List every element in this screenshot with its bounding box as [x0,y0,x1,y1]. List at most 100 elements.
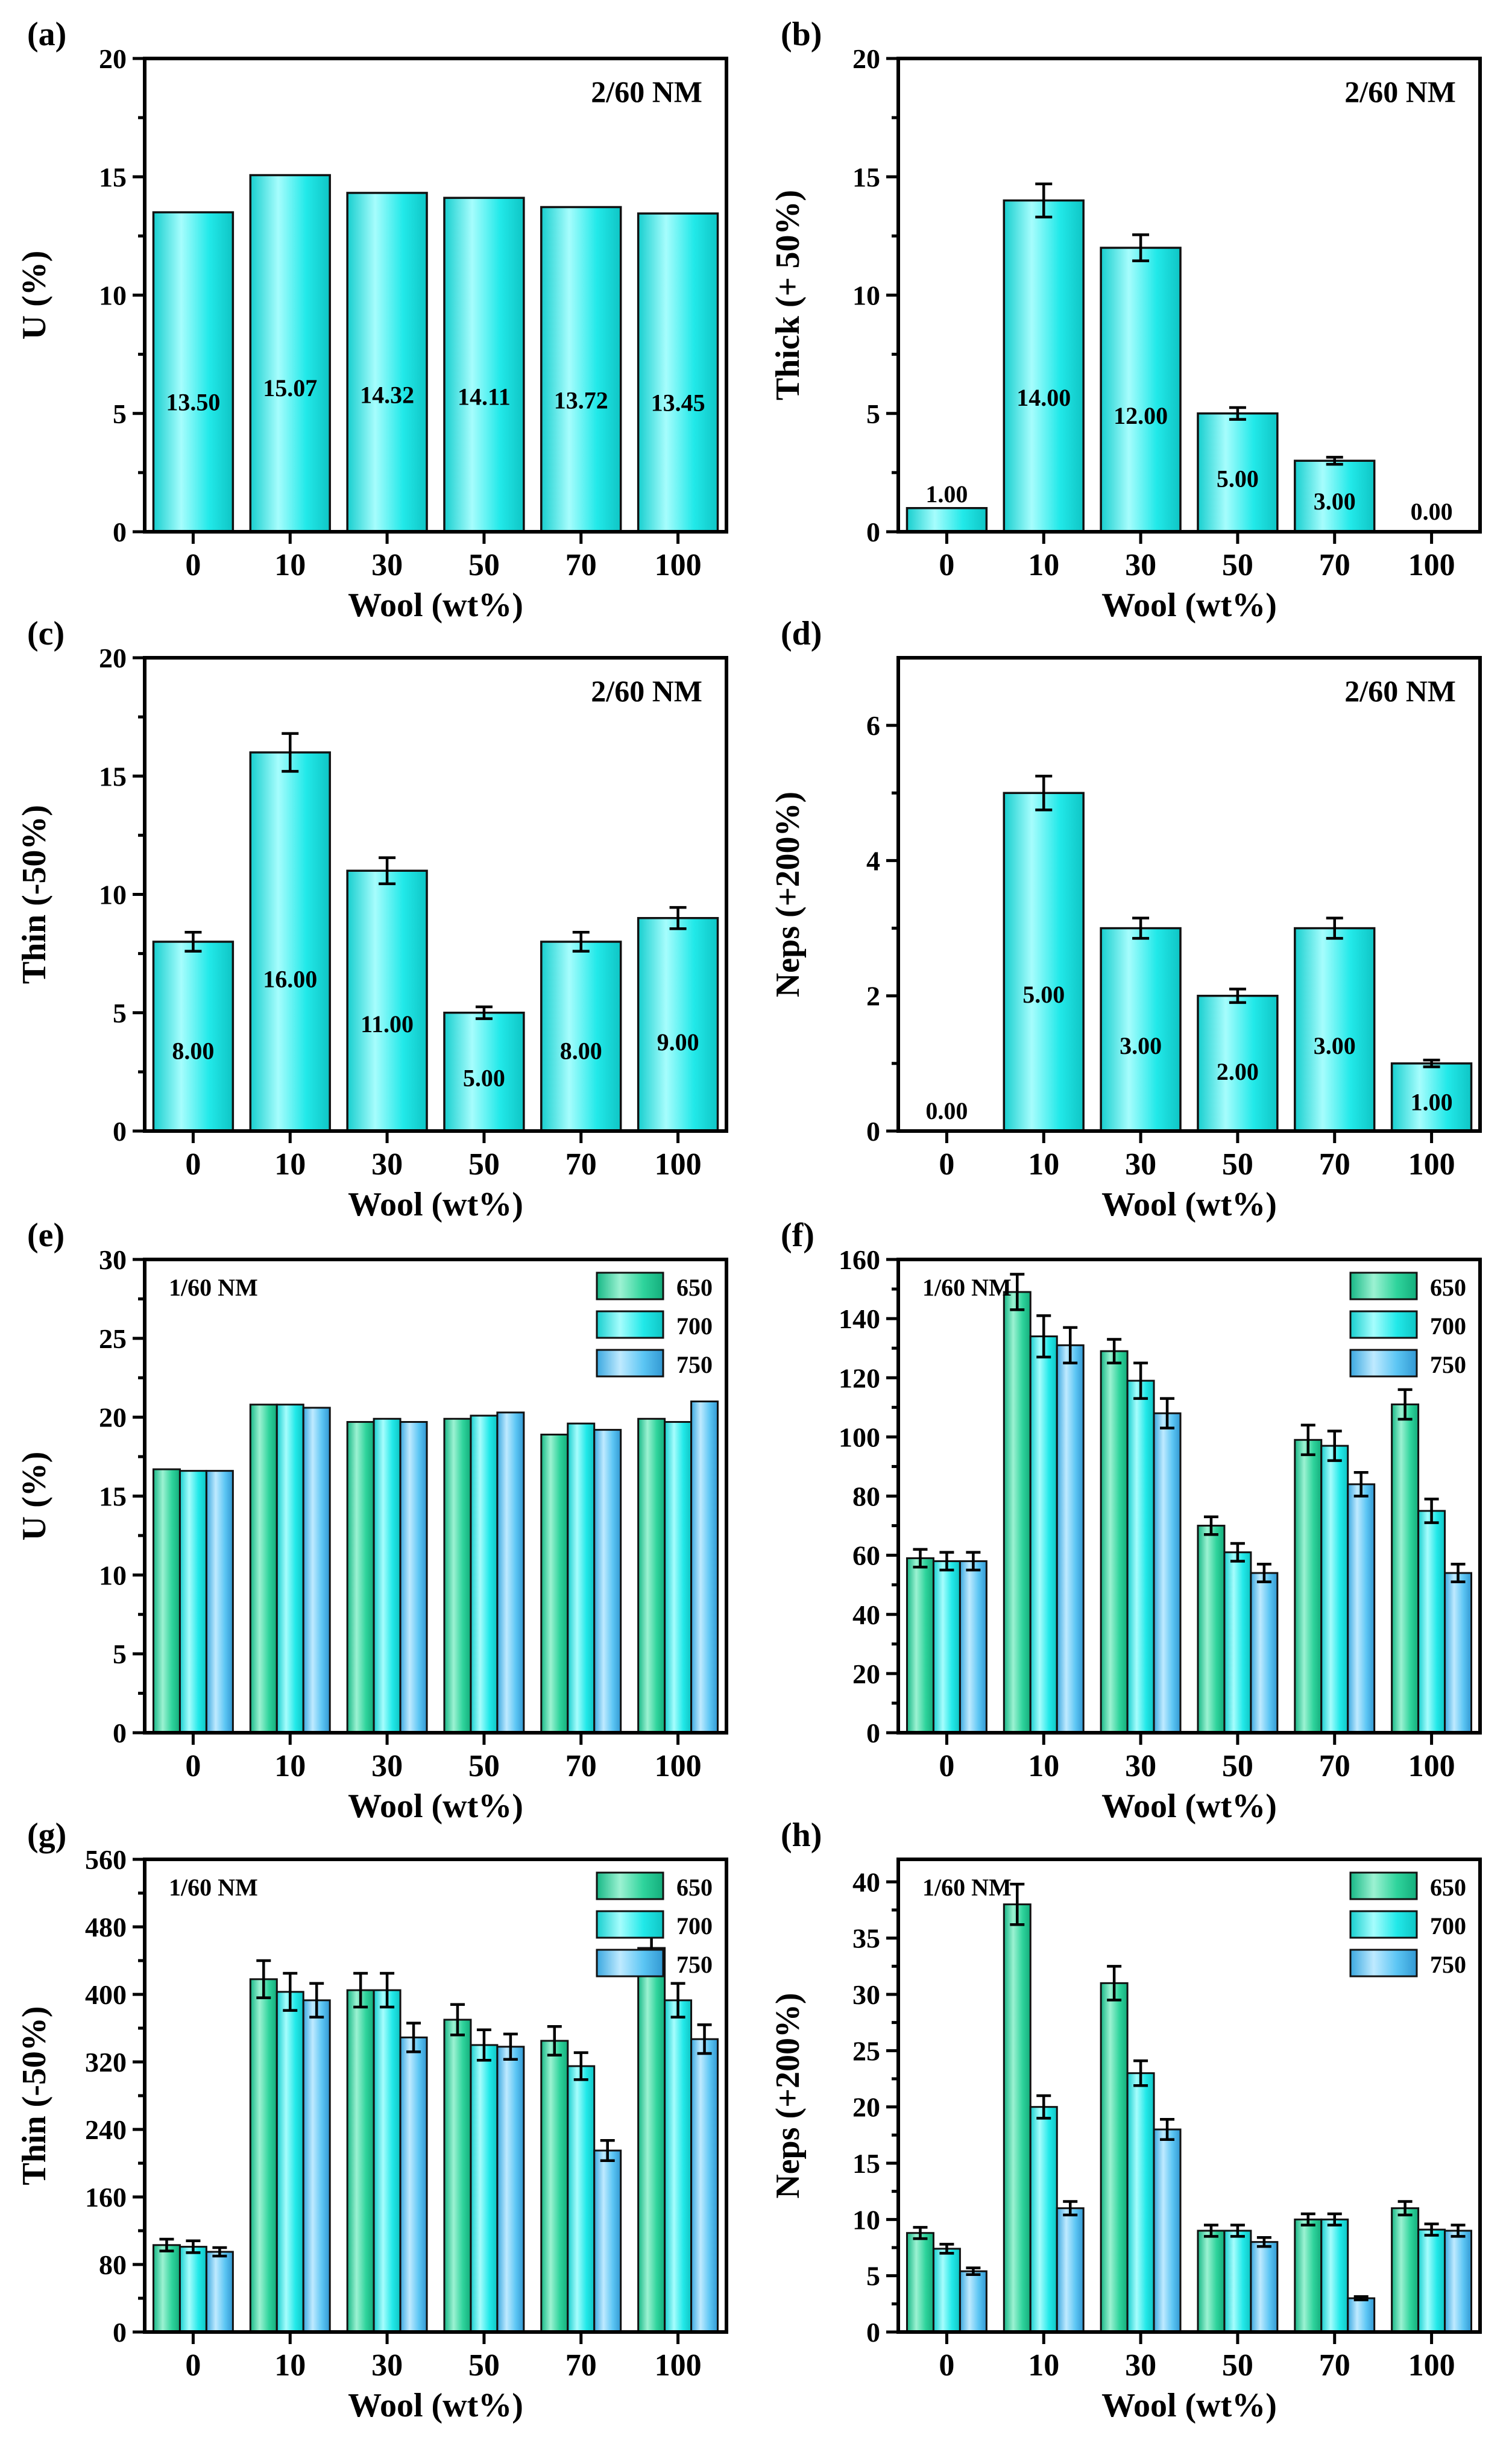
bar-650 [637,1417,666,1734]
y-tick-label: 100 [839,1422,880,1452]
bar-700 [932,1560,961,1734]
x-tick-label: 70 [565,1147,597,1182]
bar-750 [302,1999,331,2333]
legend-swatch [1349,1349,1418,1378]
bar-650 [1294,1439,1323,1734]
bar-700 [1417,2228,1446,2333]
x-axis-label: Wool (wt%) [348,587,523,624]
y-tick-label: 10 [852,2204,880,2235]
bar-750 [593,1429,622,1734]
panel-g: (g) 650 700 750 0 80 160 240 320 400 480 560 0 10 30 50… [16,1817,728,2424]
y-axis-label: Thin (-50%) [16,2006,53,2185]
bar [249,174,331,533]
bar-650 [443,1417,472,1734]
x-tick-label: 10 [274,548,306,582]
bar-650 [346,1421,375,1734]
bar-650 [540,2040,569,2333]
bar-650 [637,1947,666,2333]
y-tick-label: 20 [852,1659,880,1689]
bar-700 [373,1989,402,2333]
x-tick-label: 100 [1408,2348,1455,2383]
bar-650 [1391,1403,1420,1734]
bar-700 [664,1999,693,2333]
x-tick-label: 100 [655,1147,702,1182]
bar-700 [1223,1551,1252,1734]
bar [637,212,719,533]
panel-label: (g) [27,1817,66,1854]
bar-700 [373,1417,402,1734]
legend-label: 650 [676,1274,713,1301]
y-tick-label: 25 [99,1323,127,1354]
y-tick-label: 15 [852,2148,880,2179]
y-tick-label: 5 [113,399,127,429]
legend-swatch [596,1949,664,1978]
bar-750 [593,2149,622,2333]
y-tick-label: 5 [866,2261,880,2292]
bar-700 [1029,1335,1058,1734]
x-tick-label: 0 [939,1147,954,1182]
legend-swatch [596,1910,664,1939]
legend-label: 650 [676,1874,713,1901]
data-label: 8.00 [172,1038,214,1065]
data-label: 13.72 [554,386,608,414]
bar-700 [470,2044,499,2333]
bar-650 [906,1557,934,1734]
y-tick-label: 25 [852,2035,880,2066]
bar [1003,792,1085,1132]
x-tick-label: 10 [1028,1749,1059,1783]
bar-750 [399,1421,428,1734]
x-tick-label: 0 [185,1147,201,1182]
bar-700 [664,1421,693,1734]
y-tick-label: 0 [113,1116,127,1147]
x-tick-label: 100 [655,1749,702,1783]
panel-e: (e) 650 700 750 0 5 10 15 20 25 30 0 10 30 50 70 100 Wool… [16,1217,728,1825]
legend-swatch [596,1310,664,1339]
annotation: 2/60 NM [1344,75,1456,109]
data-label: 3.00 [1314,488,1356,515]
x-axis-label: Wool (wt%) [348,2387,523,2424]
y-tick-label: 5 [113,1639,127,1669]
bar-750 [690,2038,719,2333]
x-tick-label: 10 [274,2348,306,2383]
x-tick-label: 50 [468,1749,500,1783]
bar-650 [1197,2230,1226,2333]
legend-swatch [1349,1272,1418,1300]
y-tick-label: 15 [99,761,127,792]
data-label: 5.00 [1022,981,1065,1008]
x-tick-label: 70 [1319,1749,1350,1783]
data-label: 8.00 [560,1038,602,1065]
bar [1100,927,1182,1132]
bar-700 [276,1991,304,2333]
y-tick-label: 40 [852,1867,880,1897]
x-tick-label: 30 [1125,2348,1156,2383]
data-label: 14.00 [1016,384,1071,411]
y-tick-label: 140 [839,1303,880,1334]
data-label: 13.45 [651,389,705,416]
bar-750 [1250,1572,1279,1734]
bar-650 [906,2232,934,2333]
annotation: 2/60 NM [1344,674,1456,708]
x-tick-label: 30 [1125,548,1156,582]
y-tick-label: 80 [852,1481,880,1512]
panel-label: (c) [27,615,65,652]
bar-650 [1003,1903,1032,2333]
bar [443,197,525,533]
legend-label: 700 [1430,1313,1466,1340]
y-tick-label: 20 [99,643,127,673]
bar [540,941,622,1132]
x-tick-label: 50 [468,2348,500,2383]
x-tick-label: 100 [655,548,702,582]
legend-swatch [1349,1871,1418,1900]
y-tick-label: 4 [866,845,880,876]
y-tick-label: 0 [866,517,880,547]
legend-label: 750 [676,1351,713,1378]
bar [346,869,428,1132]
panel-label: (b) [781,16,822,53]
bar-750 [1153,1412,1182,1734]
bar-750 [1056,1344,1085,1734]
bar-650 [1003,1291,1032,1734]
data-label: 12.00 [1114,402,1168,429]
x-tick-label: 30 [1125,1749,1156,1783]
y-tick-label: 320 [85,2047,127,2078]
